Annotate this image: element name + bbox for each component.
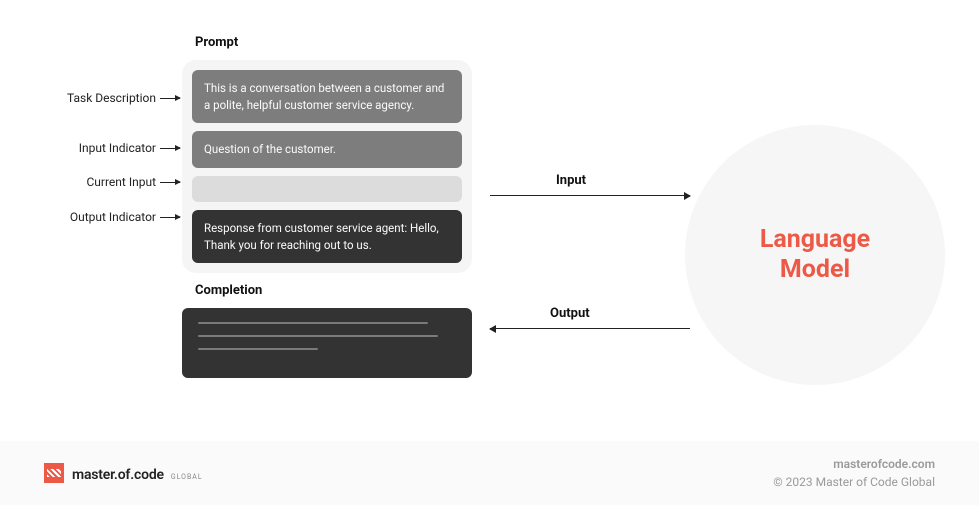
brand: master.of.code GLOBAL xyxy=(44,463,203,483)
diagram-canvas: Prompt Task Description Input Indicator Cu… xyxy=(0,0,979,430)
prompt-block xyxy=(192,176,462,202)
row-label: Input Indicator xyxy=(79,141,156,155)
prompt-block: Response from customer service agent: He… xyxy=(192,210,462,263)
lm-text-line2: Model xyxy=(760,255,870,285)
completion-skeleton-line xyxy=(198,335,438,337)
footer-bar: master.of.code GLOBAL masterofcode.com ©… xyxy=(0,441,979,505)
row-arrow-icon xyxy=(160,98,180,99)
footer-credit: masterofcode.com © 2023 Master of Code G… xyxy=(773,455,935,491)
row-label: Current Input xyxy=(86,175,156,189)
lm-text-line1: Language xyxy=(760,225,870,255)
completion-skeleton-line xyxy=(198,322,428,324)
brand-name: master.of.code xyxy=(72,467,164,483)
row-arrow-icon xyxy=(160,217,180,218)
completion-skeleton-line xyxy=(198,348,318,350)
row-label: Task Description xyxy=(67,91,156,105)
prompt-heading: Prompt xyxy=(195,35,238,50)
prompt-block: Question of the customer. xyxy=(192,131,462,168)
row-arrow-icon xyxy=(160,148,180,149)
language-model-node: Language Model xyxy=(685,125,945,385)
footer-url: masterofcode.com xyxy=(773,455,935,473)
output-arrow xyxy=(490,328,690,329)
prompt-card: This is a conversation between a custome… xyxy=(182,60,472,273)
prompt-block: This is a conversation between a custome… xyxy=(192,70,462,123)
brand-subtext: GLOBAL xyxy=(171,473,203,481)
completion-card xyxy=(182,308,472,378)
row-arrow-icon xyxy=(160,182,180,183)
completion-heading: Completion xyxy=(195,283,262,298)
input-flow-label: Input xyxy=(556,173,586,188)
output-flow-label: Output xyxy=(550,306,590,321)
input-arrow xyxy=(490,195,690,196)
row-label: Output Indicator xyxy=(70,210,156,224)
footer-copyright: © 2023 Master of Code Global xyxy=(773,473,935,491)
brand-logo-icon xyxy=(44,463,64,483)
